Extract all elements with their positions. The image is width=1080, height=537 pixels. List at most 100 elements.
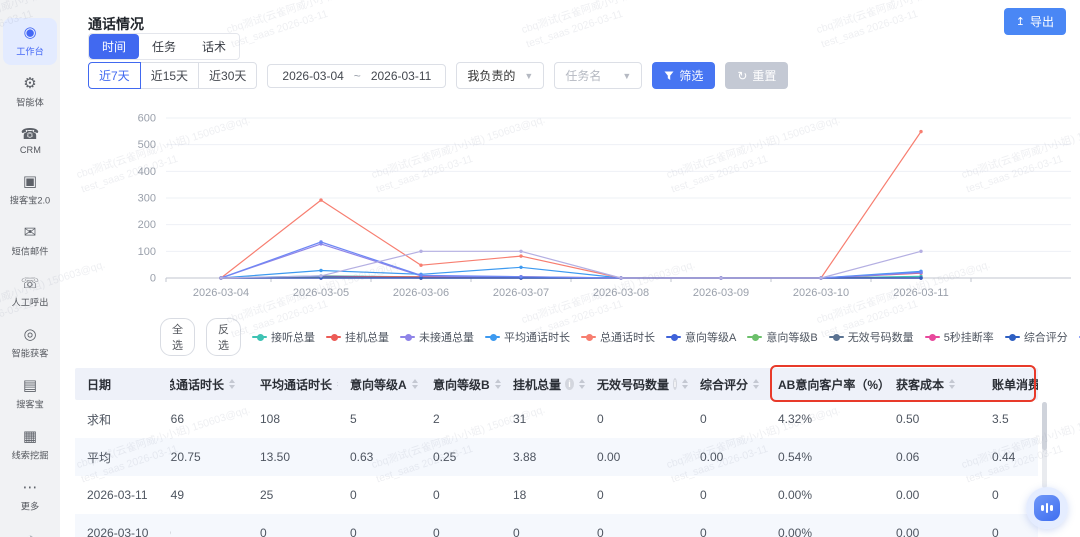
owner-select[interactable]: 我负责的 ▼	[456, 62, 544, 89]
legend-item-label: 挂机总量	[345, 329, 389, 345]
table-cell: 4.32%	[766, 400, 884, 438]
column-header[interactable]: 挂机总量i	[501, 368, 585, 400]
sidebar-item-smart-leads[interactable]: ◎智能获客	[3, 320, 57, 367]
column-header[interactable]: 账单消费	[980, 368, 1038, 400]
table-cell: 0	[585, 514, 688, 537]
page-title: 通话情况	[88, 14, 144, 34]
legend-item[interactable]: 总通话时长	[581, 329, 655, 345]
table-body: 日期总通话时长平均通话时长意向等级A意向等级B挂机总量i无效号码数量i综合评分A…	[75, 368, 1038, 537]
sidebar-item-label: 搜客宝2.0	[10, 193, 50, 207]
sort-carets-icon[interactable]	[495, 379, 501, 389]
sidebar-item-soukebao[interactable]: ▤搜客宝	[3, 371, 57, 418]
sidebar-item-crm-headset[interactable]: ☎CRM	[3, 120, 57, 163]
legend-item[interactable]: 意向等级A	[666, 329, 736, 345]
column-header[interactable]: 总通话时长	[170, 368, 248, 400]
export-button[interactable]: ↥ 导出	[1004, 8, 1066, 35]
table-cell: 0.06	[884, 438, 980, 476]
column-header[interactable]: 无效号码数量i	[585, 368, 688, 400]
table-cell: 0.44	[980, 438, 1038, 476]
tab-group: 时间 任务 话术	[88, 33, 240, 60]
sidebar-item-label: 智能体	[16, 95, 44, 109]
table-row: 2026-03-11549250018000.00%0.000	[75, 476, 1038, 514]
chat-assistant-fab[interactable]	[1026, 487, 1068, 529]
filter-button[interactable]: 筛选	[652, 62, 715, 89]
table-row: 平均120.7513.500.630.253.880.000.000.54%0.…	[75, 438, 1038, 476]
sidebar-item-leads-mining[interactable]: ▦线索挖掘	[3, 422, 57, 469]
legend-item[interactable]: 无效号码数量	[829, 329, 914, 345]
table-cell: 3.5	[980, 400, 1038, 438]
chevron-down-icon: ▼	[524, 71, 533, 81]
table-cell: 549	[170, 476, 248, 514]
legend-item[interactable]: 意向等级B	[747, 329, 817, 345]
table-cell: 966	[170, 400, 248, 438]
column-header[interactable]: 获客成本	[884, 368, 980, 400]
cell-date: 求和	[75, 400, 170, 438]
info-icon[interactable]: i	[565, 378, 574, 390]
range-15d-button[interactable]: 近15天	[140, 62, 199, 89]
sidebar-item-more[interactable]: ⋯更多	[3, 473, 57, 520]
table-cell: 5	[338, 400, 421, 438]
column-header[interactable]: 平均通话时长	[248, 368, 338, 400]
column-header[interactable]: 意向等级A	[338, 368, 421, 400]
table-cell: 0	[585, 476, 688, 514]
sort-carets-icon[interactable]	[753, 379, 759, 389]
task-name-select[interactable]: 任务名 ▼	[554, 62, 642, 89]
table-cell: 0.00	[884, 514, 980, 537]
legend-item[interactable]: 挂机总量	[326, 329, 389, 345]
legend-marker-icon	[326, 336, 341, 338]
column-header[interactable]: 综合评分	[688, 368, 766, 400]
tab-script[interactable]: 话术	[189, 34, 239, 59]
svg-text:100: 100	[138, 246, 156, 258]
svg-text:600: 600	[138, 113, 156, 125]
sidebar-item-manual-call[interactable]: ☏人工呼出	[3, 269, 57, 316]
tab-task[interactable]: 任务	[139, 34, 189, 59]
legend-invert-button[interactable]: 反选	[206, 318, 241, 356]
info-icon[interactable]: i	[673, 378, 677, 390]
sidebar-item-agent[interactable]: ⚙智能体	[3, 69, 57, 116]
soukebao2-icon: ▣	[23, 174, 37, 190]
svg-text:300: 300	[138, 193, 156, 205]
column-header[interactable]: 意向等级B	[421, 368, 501, 400]
crm-headset-icon: ☎	[21, 127, 40, 143]
range-30d-button[interactable]: 近30天	[198, 62, 257, 89]
table-cell: 0	[338, 476, 421, 514]
table-cell: 18	[501, 476, 585, 514]
legend-item[interactable]: 接听总量	[252, 329, 315, 345]
legend-item[interactable]: 综合评分	[1005, 329, 1068, 345]
legend-item[interactable]: 未接通总量	[400, 329, 474, 345]
legend-item[interactable]: 5秒挂断率	[925, 329, 994, 345]
sidebar-item-label: 搜客宝	[16, 397, 44, 411]
svg-text:2026-03-08: 2026-03-08	[593, 287, 649, 299]
reset-button-label: 重置	[752, 67, 776, 84]
table-header-row: 日期总通话时长平均通话时长意向等级A意向等级B挂机总量i无效号码数量i综合评分A…	[75, 368, 1038, 400]
funnel-icon	[664, 71, 674, 81]
sidebar-item-sms-mail[interactable]: ✉短信邮件	[3, 218, 57, 265]
sort-carets-icon[interactable]	[412, 379, 418, 389]
filter-button-label: 筛选	[679, 67, 703, 84]
column-header[interactable]: AB意向客户率（%）	[766, 368, 884, 400]
date-range-picker[interactable]: 2026-03-04 ~ 2026-03-11	[267, 64, 446, 88]
table-cell: 0	[421, 476, 501, 514]
sidebar-item-workbench[interactable]: ◉工作台	[3, 18, 57, 65]
chart-legend: 全选 反选 接听总量 挂机总量未接通总量平均通话时长总通话时长意向等级A 意向等级B…	[160, 318, 1070, 356]
leads-mining-icon: ▦	[23, 429, 37, 445]
table-cell: 0.00%	[766, 476, 884, 514]
sort-carets-icon[interactable]	[229, 379, 235, 389]
table-cell: 0	[688, 476, 766, 514]
legend-select-all-button[interactable]: 全选	[160, 318, 195, 356]
date-end: 2026-03-11	[371, 69, 432, 83]
table-cell: 0.00%	[766, 514, 884, 537]
svg-text:200: 200	[138, 219, 156, 231]
sort-carets-icon[interactable]	[949, 379, 955, 389]
table-scrollbar[interactable]	[1042, 402, 1047, 488]
table-row: 求和9661085231004.32%0.503.5	[75, 400, 1038, 438]
reset-button[interactable]: ↻ 重置	[725, 62, 788, 89]
svg-text:400: 400	[138, 166, 156, 178]
range-7d-button[interactable]: 近7天	[88, 62, 141, 89]
table-cell: 0.50	[884, 400, 980, 438]
tab-time[interactable]: 时间	[89, 34, 139, 59]
table-cell: 0.25	[421, 438, 501, 476]
chevron-down-icon: ▼	[622, 71, 631, 81]
sidebar-item-soukebao2[interactable]: ▣ 搜客宝2.0	[3, 167, 57, 214]
legend-item[interactable]: 平均通话时长	[485, 329, 570, 345]
